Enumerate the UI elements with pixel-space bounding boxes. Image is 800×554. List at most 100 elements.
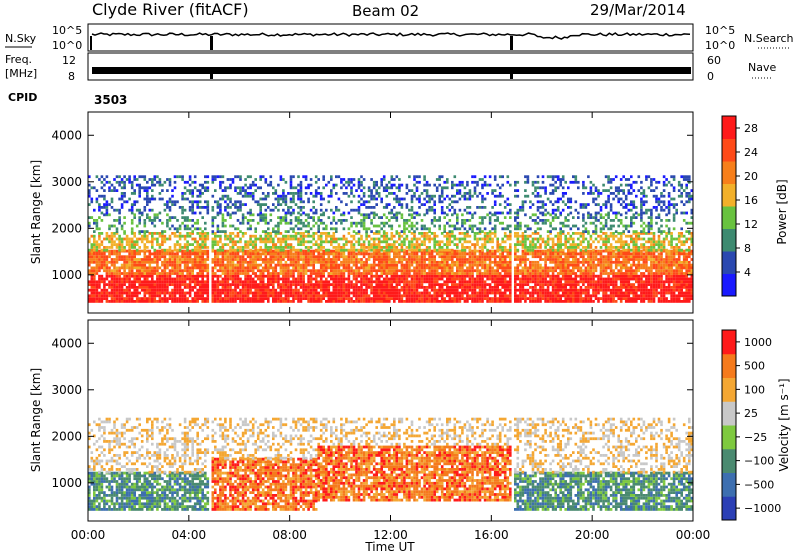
power-cell (360, 283, 363, 286)
power-cell (110, 243, 114, 246)
power-cell (143, 280, 147, 284)
power-cell (103, 266, 106, 270)
power-cell (191, 248, 194, 252)
power-cell (299, 221, 303, 225)
power-cell (367, 258, 371, 261)
power-cell (347, 240, 351, 244)
power-cell (259, 288, 262, 292)
power-cell (214, 263, 217, 267)
power-cell (413, 269, 416, 273)
power-cell (229, 216, 232, 219)
power-cell (226, 269, 230, 273)
power-cell (481, 221, 484, 225)
power-cell (433, 183, 436, 187)
power-cell (244, 260, 247, 264)
power-cell (327, 291, 331, 295)
power-cell (493, 300, 497, 303)
power-cell (90, 277, 94, 281)
power-cell (471, 213, 474, 217)
power-cell (498, 243, 502, 246)
power-cell (128, 178, 131, 181)
power-cell (473, 246, 477, 249)
power-cell (312, 263, 315, 267)
power-cell (204, 288, 207, 292)
power-cell (118, 294, 121, 298)
power-cell (446, 213, 449, 217)
power-cell (171, 200, 174, 204)
power-cell (340, 286, 343, 289)
power-cell (319, 240, 323, 244)
power-cell (372, 237, 376, 241)
power-cell (413, 243, 416, 246)
power-cell (282, 255, 285, 259)
power-cell (335, 277, 338, 281)
power-cell (279, 255, 283, 259)
power-cell (284, 221, 288, 225)
power-cell (246, 269, 250, 273)
power-cell (193, 286, 197, 289)
power-cell (277, 277, 280, 281)
power-cell (514, 274, 517, 278)
power-cell (214, 258, 217, 261)
power-cell (451, 277, 454, 281)
power-cell (385, 186, 389, 190)
power-cell (246, 211, 250, 215)
power-cell (168, 260, 172, 264)
power-cell (274, 246, 278, 249)
power-cell (251, 260, 255, 264)
power-cell (282, 216, 285, 219)
power-cell (347, 291, 351, 295)
power-cell (367, 297, 371, 300)
power-cell (158, 243, 162, 246)
power-cell (239, 237, 242, 241)
power-cell (219, 208, 222, 212)
power-cell (476, 260, 479, 264)
power-cell (332, 274, 336, 278)
power-cell (438, 248, 441, 252)
power-cell (483, 240, 487, 244)
power-cell (173, 260, 177, 264)
power-cell (466, 230, 469, 233)
power-cell (294, 277, 298, 281)
power-cell (130, 263, 134, 267)
power-cell (390, 297, 394, 300)
power-cell (163, 280, 167, 284)
power-cell (332, 227, 336, 231)
power-cell (140, 266, 144, 270)
power-cell (90, 280, 94, 284)
power-cell (113, 224, 116, 228)
power-cell (443, 269, 446, 273)
power-cell (388, 192, 391, 195)
power-cell (481, 286, 484, 289)
power-cell (468, 258, 472, 261)
power-cell (214, 237, 217, 241)
power-cell (403, 224, 406, 228)
power-cell (135, 178, 139, 181)
power-cell (133, 234, 136, 238)
power-cell (219, 237, 222, 241)
power-cell (506, 227, 510, 231)
power-cell (241, 203, 245, 206)
power-cell (319, 272, 323, 275)
power-cell (176, 243, 179, 246)
power-cell (297, 300, 300, 303)
power-cell (125, 272, 129, 275)
power-cell (191, 189, 194, 192)
power-cell (163, 291, 167, 295)
power-cell (251, 252, 255, 256)
power-cell (95, 297, 99, 300)
power-cell (161, 288, 164, 292)
power-cell (183, 280, 187, 284)
power-cell (120, 294, 124, 298)
power-cell (466, 266, 469, 270)
power-cell (191, 252, 194, 256)
power-cell (355, 266, 358, 270)
power-cell (198, 246, 202, 249)
power-cell (188, 227, 192, 231)
power-cell (302, 206, 305, 209)
power-cell (120, 186, 124, 190)
power-cell (516, 221, 520, 225)
power-cell (403, 227, 406, 231)
power-cell (254, 288, 257, 292)
power-cell (269, 246, 273, 249)
